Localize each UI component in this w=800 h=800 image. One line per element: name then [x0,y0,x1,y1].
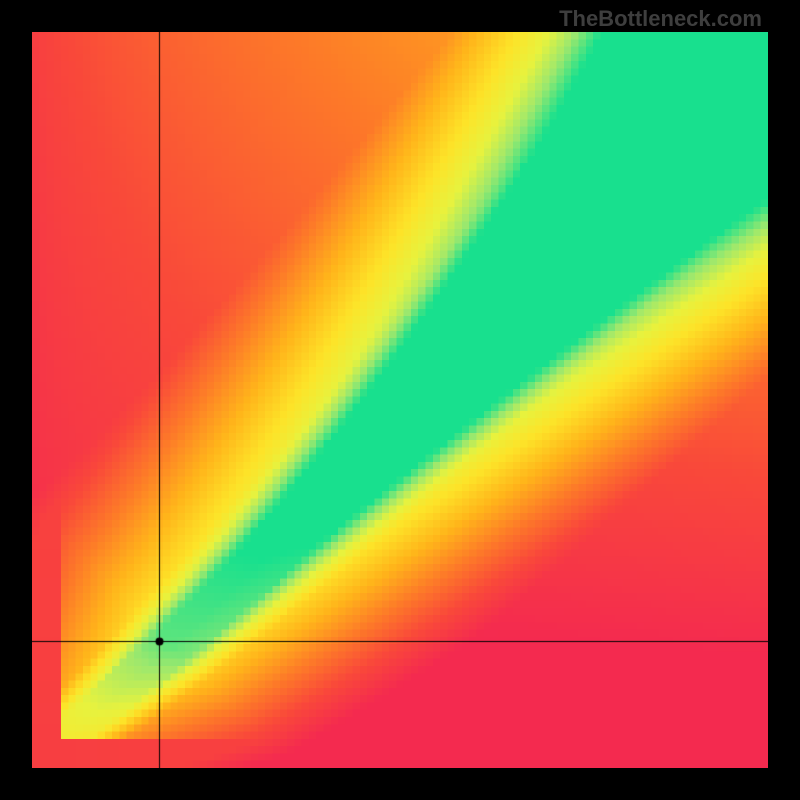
crosshair-overlay [32,32,768,768]
chart-container: TheBottleneck.com [0,0,800,800]
watermark-text: TheBottleneck.com [559,6,762,32]
